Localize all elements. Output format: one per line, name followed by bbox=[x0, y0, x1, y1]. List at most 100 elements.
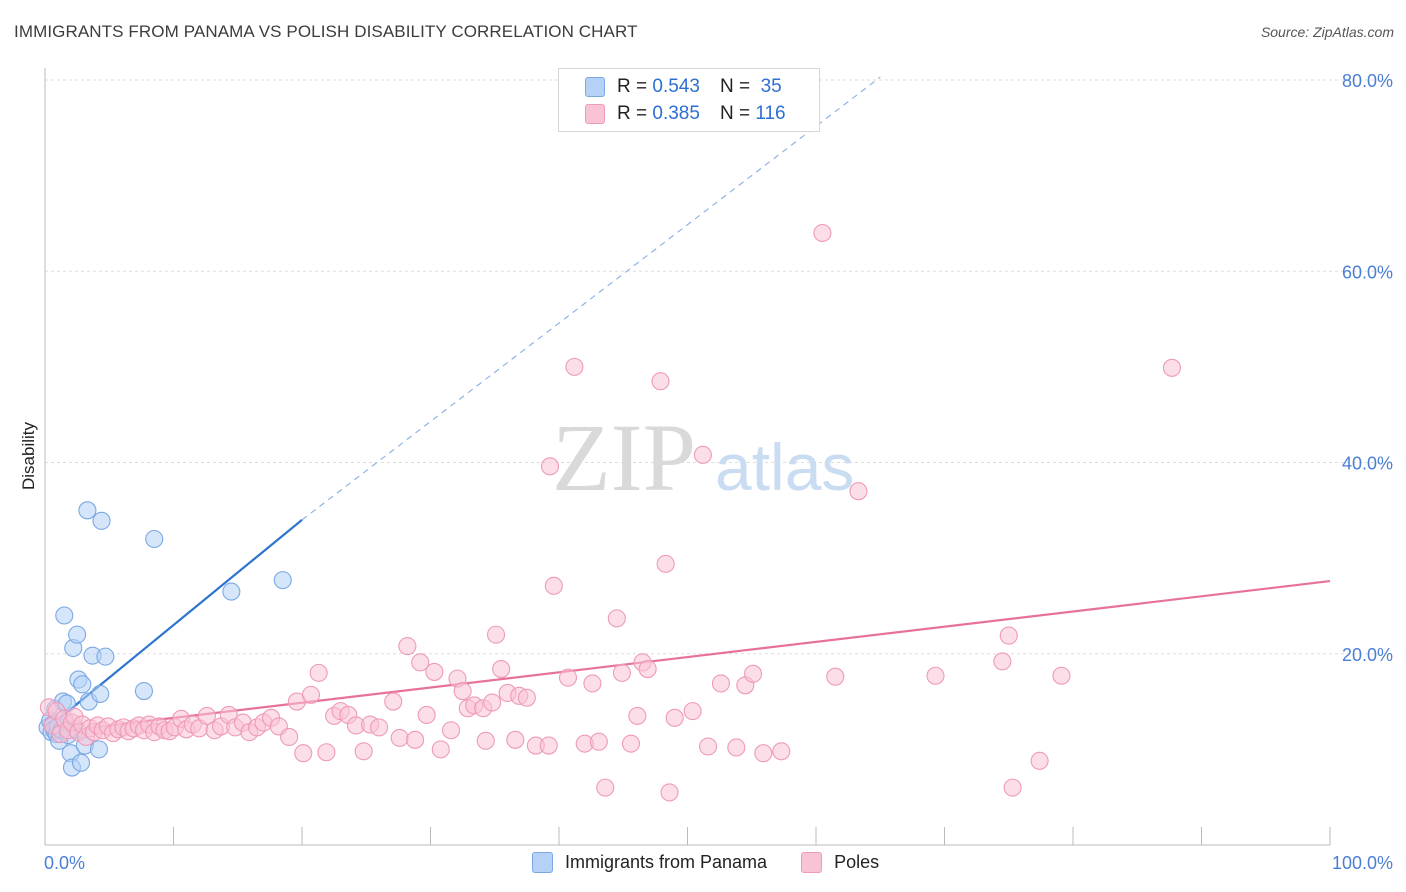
legend-n-value: 116 bbox=[755, 103, 786, 124]
gridlines bbox=[45, 79, 1393, 655]
poles-point bbox=[390, 728, 409, 747]
poles-point bbox=[993, 652, 1012, 671]
poles-point bbox=[425, 662, 444, 681]
watermark-atlas-text: atlas bbox=[715, 430, 854, 504]
poles-point bbox=[743, 664, 763, 683]
poles-point bbox=[926, 666, 945, 685]
panama-point bbox=[91, 684, 110, 703]
poles-point bbox=[506, 730, 525, 749]
poles-point bbox=[660, 783, 679, 802]
poles-point bbox=[492, 659, 511, 679]
panama-trend-extension bbox=[301, 76, 881, 521]
legend-r-label: R = bbox=[617, 103, 648, 124]
legend-swatch-blue bbox=[532, 852, 553, 873]
legend-r-value: 0.543 bbox=[652, 76, 700, 97]
poles-point bbox=[772, 742, 791, 761]
legend-label-panama: Immigrants from Panama bbox=[565, 852, 768, 872]
poles-point bbox=[411, 653, 430, 672]
legend-swatch-blue bbox=[585, 77, 605, 97]
poles-point bbox=[656, 554, 675, 573]
poles-point bbox=[665, 708, 684, 727]
legend-n-label: N = bbox=[719, 103, 751, 124]
poles-point bbox=[431, 740, 450, 759]
poles-point bbox=[683, 702, 702, 721]
y-tick-label: 60.0% bbox=[1342, 262, 1393, 282]
y-tick-label: 40.0% bbox=[1342, 454, 1393, 474]
poles-point bbox=[754, 744, 773, 763]
poles-point bbox=[628, 706, 647, 725]
poles-point bbox=[280, 727, 299, 746]
poles-point bbox=[370, 718, 389, 737]
poles-point bbox=[384, 692, 403, 711]
panama-point bbox=[92, 511, 111, 530]
data-points bbox=[38, 223, 1181, 802]
poles-point bbox=[442, 721, 461, 740]
watermark: ZIP atlas bbox=[552, 404, 854, 511]
poles-point bbox=[589, 732, 608, 751]
legend-r-label: R = bbox=[617, 76, 648, 97]
panama-point bbox=[55, 606, 74, 625]
poles-point bbox=[583, 674, 602, 693]
panama-point bbox=[145, 529, 164, 549]
poles-point bbox=[453, 681, 472, 701]
tick-labels: 20.0% 40.0% 60.0% 80.0% 0.0% 100.0% bbox=[44, 71, 1393, 873]
poles-point bbox=[486, 625, 506, 644]
legend-n-label: N = bbox=[719, 76, 751, 97]
poles-point bbox=[826, 667, 845, 686]
poles-point bbox=[540, 457, 560, 476]
stats-legend: R = 0.543 N = 35 R = 0.385 N = 116 bbox=[558, 68, 820, 132]
legend-r-value: 0.385 bbox=[652, 103, 700, 124]
poles-point bbox=[197, 706, 216, 725]
poles-point bbox=[596, 778, 615, 797]
panama-point bbox=[89, 740, 109, 759]
poles-point bbox=[398, 637, 417, 656]
poles-point bbox=[558, 668, 578, 687]
poles-point bbox=[317, 743, 336, 762]
panama-point bbox=[78, 501, 97, 520]
legend-row-poles: R = 0.385 N = 116 bbox=[585, 102, 786, 126]
legend-item-poles: Poles bbox=[801, 852, 879, 873]
poles-point bbox=[1003, 778, 1022, 797]
legend-n-value: 35 bbox=[760, 76, 782, 97]
poles-point bbox=[849, 482, 868, 501]
poles-trend-line bbox=[44, 579, 1331, 735]
poles-point bbox=[651, 372, 670, 391]
panama-point bbox=[222, 582, 241, 601]
poles-point bbox=[711, 674, 730, 693]
legend-label-poles: Poles bbox=[834, 852, 880, 872]
poles-point bbox=[621, 734, 641, 753]
source-label: Source: ZipAtlas.com bbox=[1260, 24, 1394, 40]
legend-row-panama: R = 0.543 N = 35 bbox=[585, 75, 782, 99]
x-tick-label-min: 0.0% bbox=[44, 853, 85, 873]
poles-point bbox=[612, 663, 632, 682]
poles-point bbox=[1052, 666, 1071, 685]
series-legend: Immigrants from Panama Poles bbox=[532, 852, 913, 873]
poles-point bbox=[301, 685, 321, 704]
poles-point bbox=[294, 744, 313, 763]
legend-swatch-pink bbox=[585, 104, 605, 124]
poles-point bbox=[354, 742, 373, 761]
poles-point bbox=[539, 736, 558, 755]
x-tick-label-max: 100.0% bbox=[1332, 853, 1393, 873]
y-axis-label: Disability bbox=[19, 421, 38, 490]
poles-point bbox=[565, 357, 584, 376]
poles-point bbox=[727, 738, 746, 757]
y-tick-label: 20.0% bbox=[1342, 645, 1393, 665]
poles-point bbox=[699, 737, 718, 756]
chart-title: IMMIGRANTS FROM PANAMA VS POLISH DISABIL… bbox=[14, 22, 638, 41]
panama-point bbox=[134, 681, 153, 701]
poles-point bbox=[607, 609, 626, 628]
poles-point bbox=[1162, 358, 1181, 377]
poles-point bbox=[406, 730, 425, 749]
poles-point bbox=[693, 445, 712, 464]
legend-swatch-pink bbox=[801, 852, 823, 873]
poles-point bbox=[517, 688, 536, 707]
watermark-zip-text: ZIP bbox=[552, 404, 696, 511]
poles-point bbox=[417, 705, 436, 725]
poles-point bbox=[1030, 751, 1049, 770]
legend-item-panama: Immigrants from Panama bbox=[532, 852, 767, 873]
panama-point bbox=[273, 571, 292, 590]
y-tick-label: 80.0% bbox=[1342, 71, 1393, 91]
poles-point bbox=[999, 626, 1018, 645]
